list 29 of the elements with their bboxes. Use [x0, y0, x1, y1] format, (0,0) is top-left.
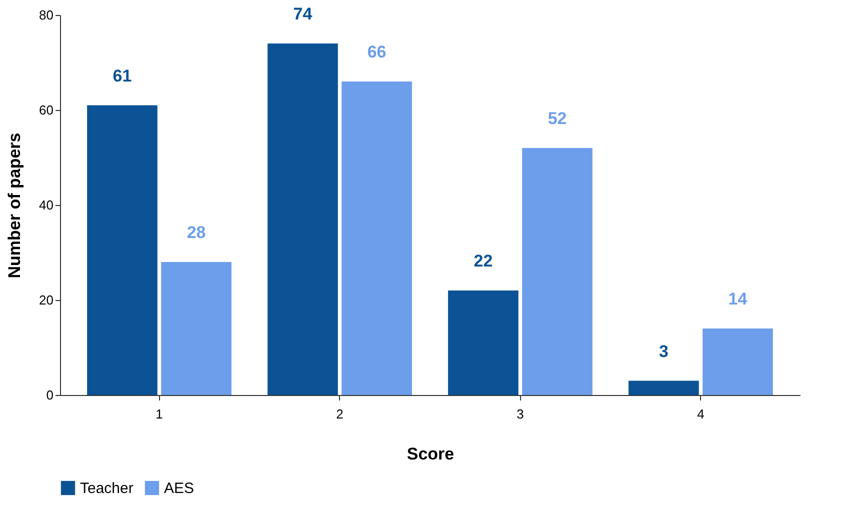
- bar: [161, 262, 232, 395]
- x-tick-label: 3: [516, 406, 524, 422]
- legend-label: Teacher: [80, 480, 134, 497]
- data-label: 61: [112, 66, 132, 86]
- data-label: 22: [474, 252, 493, 270]
- data-label: 74: [293, 4, 313, 24]
- y-axis-title: Number of papers: [5, 132, 24, 278]
- data-label: 66: [367, 42, 386, 62]
- bar: [628, 380, 699, 395]
- y-tick-label: 40: [39, 198, 54, 212]
- data-label: 14: [728, 290, 748, 308]
- x-tick-label: 4: [697, 406, 704, 422]
- x-axis-title: Score: [406, 444, 454, 464]
- bar: [268, 44, 338, 395]
- bar: [342, 82, 412, 395]
- bar: [522, 148, 592, 395]
- x-tick-label: 1: [156, 406, 163, 422]
- data-label: 52: [548, 109, 567, 128]
- bar: [448, 290, 518, 395]
- bar: [702, 328, 773, 395]
- data-label: 28: [186, 223, 206, 242]
- x-tick-label: 2: [336, 406, 344, 422]
- y-tick-label: 0: [46, 388, 54, 402]
- bar: [87, 105, 158, 395]
- legend-label: AES: [164, 480, 194, 497]
- data-label: 3: [658, 342, 668, 361]
- y-tick-label: 20: [39, 292, 54, 308]
- y-tick-label: 80: [39, 8, 54, 22]
- y-tick-label: 60: [39, 102, 54, 118]
